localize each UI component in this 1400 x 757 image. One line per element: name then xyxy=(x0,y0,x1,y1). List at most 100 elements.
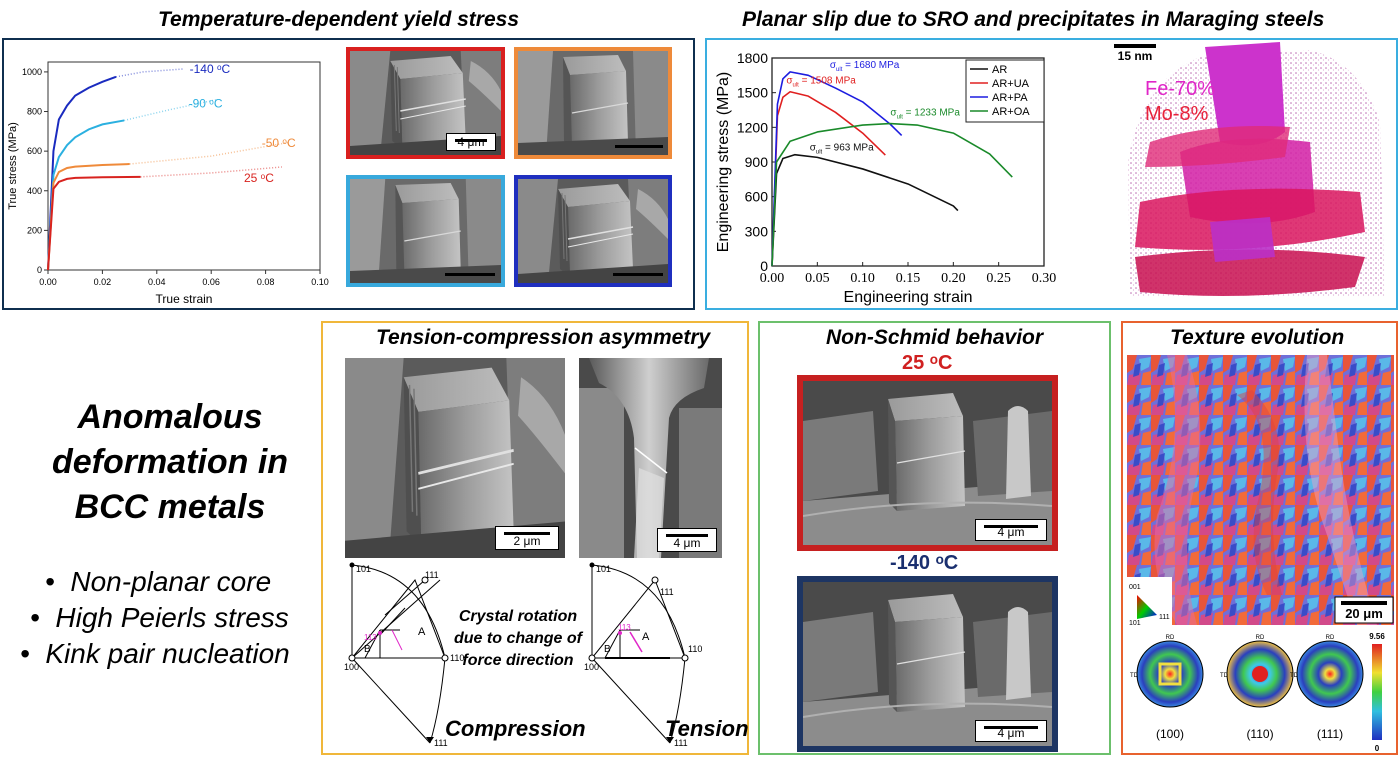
svg-text:111: 111 xyxy=(660,587,674,597)
y-tick-label: 900 xyxy=(745,154,769,170)
svg-text:TD: TD xyxy=(1290,673,1299,679)
svg-text:(100): (100) xyxy=(1156,727,1184,741)
bullet-high-peierls-stress: • High Peierls stress xyxy=(30,602,289,633)
compression-triangle: 101 111 100 110 111 113 A B xyxy=(344,562,464,748)
x-tick-label: 0.04 xyxy=(148,277,166,287)
x-tick-label: 0.15 xyxy=(896,271,921,286)
annotation-label: σult = 1508 MPa xyxy=(786,76,856,89)
y-tick-label: 600 xyxy=(27,146,42,156)
y-tick-label: 800 xyxy=(27,107,42,117)
svg-text:100: 100 xyxy=(584,662,599,672)
scale-bar: 4 μm xyxy=(657,528,717,552)
y-tick-label: 0 xyxy=(37,265,42,275)
colorbar: 9.56 0 xyxy=(1369,632,1385,753)
non-schmid-panel xyxy=(758,321,1111,755)
true-stress-strain-chart: 0.00 0.02 0.04 0.06 0.08 0.10 0 200 400 600 800 100… xyxy=(7,61,329,306)
engineering-stress-strain-chart: 0.00 0.05 0.10 0.15 0.20 0.25 0.30 0 300 600 900 12… xyxy=(715,50,1057,306)
pole-figure-111: RD TD (111) xyxy=(1290,635,1364,741)
series-dotted-line xyxy=(123,98,217,122)
y-tick-label: 1800 xyxy=(737,50,768,66)
x-tick-label: 0.06 xyxy=(202,277,220,287)
svg-text:001: 001 xyxy=(1129,584,1141,591)
svg-text:A: A xyxy=(642,631,650,643)
y-tick-label: 1500 xyxy=(737,85,768,101)
svg-text:RD: RD xyxy=(1326,635,1335,641)
y-tick-label: 0 xyxy=(760,258,768,274)
y-axis-label: True stress (MPa) xyxy=(7,122,19,210)
x-tick-label: 0.08 xyxy=(257,277,275,287)
legend-label: AR+PA xyxy=(992,92,1028,104)
sem-lightblue-framed xyxy=(346,175,505,287)
temp-25c-label: 25 ᵒC xyxy=(902,352,953,374)
series-line xyxy=(47,163,130,271)
scale-bar xyxy=(613,271,663,279)
pole-figures: RD TD (100) RD TD (110) RD TD (111) 9.56… xyxy=(1130,632,1385,753)
crystal-rotation-caption: Crystal rotation due to change of force … xyxy=(454,608,582,669)
sem-compression-pillar: 2 μm xyxy=(345,358,565,558)
sem-orange-framed xyxy=(514,47,672,159)
series-line xyxy=(771,122,1013,267)
x-axis-label: Engineering strain xyxy=(844,289,973,306)
schmid-panel-title: Non-Schmid behavior xyxy=(826,326,1044,349)
svg-text:113: 113 xyxy=(364,633,377,642)
ebsd-ipf-map: 001 101 111 20 μm xyxy=(1127,355,1394,625)
y-tick-label: 200 xyxy=(27,225,42,235)
scale-bar: 2 μm xyxy=(495,526,559,550)
annotation-label: σult = 1233 MPa xyxy=(890,108,960,121)
svg-text:(111): (111) xyxy=(1317,727,1343,741)
svg-text:101: 101 xyxy=(596,564,611,574)
x-tick-label: 0.00 xyxy=(39,277,57,287)
sem-minus140c-pillar: 4 μm xyxy=(797,576,1058,752)
annotation-label: σult = 963 MPa xyxy=(810,143,874,156)
sem-red-framed: 4 μm xyxy=(346,47,505,159)
series-label: -50 ᵒC xyxy=(262,136,296,150)
compression-label: Compression xyxy=(445,716,586,741)
svg-text:113: 113 xyxy=(618,623,631,632)
tension-triangle: 101 111 100 110 111 113 A B xyxy=(584,562,702,748)
svg-text:101: 101 xyxy=(1129,620,1141,625)
y-tick-label: 1200 xyxy=(737,119,768,135)
mo-composition-label: Mo-8% xyxy=(1145,103,1209,125)
x-tick-label: 0.02 xyxy=(94,277,112,287)
svg-text:101: 101 xyxy=(356,564,371,574)
series-line xyxy=(771,71,903,267)
main-title-line1: Anomalous xyxy=(77,398,263,436)
series-line xyxy=(771,153,959,267)
temp-minus140c-label: -140 ᵒC xyxy=(890,552,959,574)
plot-frame xyxy=(47,61,321,271)
scale-bar xyxy=(615,143,663,151)
svg-text:20 μm: 20 μm xyxy=(1345,606,1383,621)
yield-stress-panel xyxy=(2,38,695,310)
svg-text:111: 111 xyxy=(1159,614,1170,621)
series-label: -90 ᵒC xyxy=(189,97,223,111)
texture-panel-title: Texture evolution xyxy=(1170,326,1345,349)
svg-text:A: A xyxy=(418,626,426,638)
svg-text:B: B xyxy=(604,644,611,655)
series-dotted-line xyxy=(115,68,185,78)
series-line xyxy=(47,175,141,271)
y-tick-label: 400 xyxy=(27,186,42,196)
x-tick-label: 0.05 xyxy=(805,271,830,286)
series-line xyxy=(771,90,886,267)
x-tick-label: 0.20 xyxy=(941,271,966,286)
main-title: Anomalous deformation in BCC metals xyxy=(20,395,320,530)
x-tick-label: 0.00 xyxy=(760,271,785,286)
svg-text:0: 0 xyxy=(1375,744,1380,753)
legend-label: AR xyxy=(992,64,1007,76)
y-tick-label: 600 xyxy=(745,189,769,205)
legend-label: AR+OA xyxy=(992,106,1030,118)
fe-composition-label: Fe-70% xyxy=(1145,78,1216,100)
slip-panel-title: Planar slip due to SRO and precipitates … xyxy=(742,8,1325,31)
x-axis-label: True strain xyxy=(156,292,213,306)
tension-label: Tension xyxy=(665,716,749,741)
svg-text:9.56: 9.56 xyxy=(1369,632,1385,641)
svg-text:111: 111 xyxy=(425,570,439,580)
svg-text:B: B xyxy=(364,644,371,655)
svg-text:111: 111 xyxy=(674,738,688,748)
stereographic-triangle-diagram: 101 111 100 110 111 113 A B 101 111 100 … xyxy=(344,562,702,748)
svg-text:(110): (110) xyxy=(1246,727,1273,741)
svg-text:RD: RD xyxy=(1166,635,1175,641)
x-tick-label: 0.30 xyxy=(1032,271,1057,286)
sem-25c-pillar: 4 μm xyxy=(797,375,1058,551)
scale-bar xyxy=(445,271,495,279)
